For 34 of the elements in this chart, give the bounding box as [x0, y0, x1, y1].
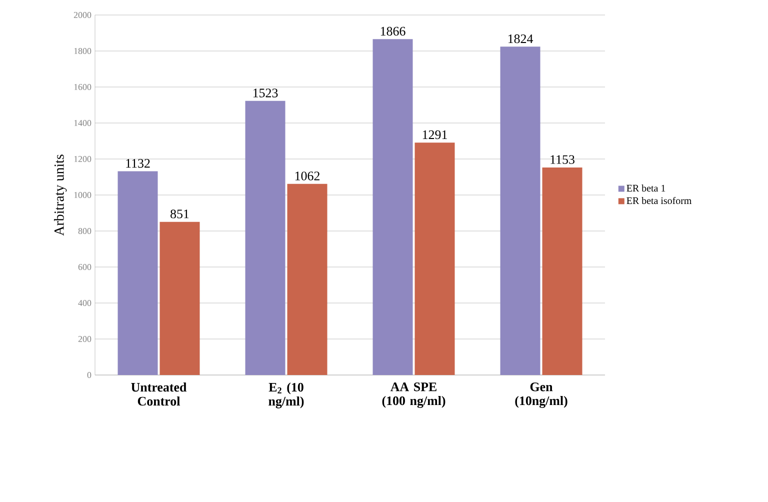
y-axis-title: Arbitraty units [54, 154, 67, 236]
bar [542, 167, 582, 375]
y-tick-label: 1400 [74, 120, 92, 126]
x-tick-label: AA SPE (100 ng/ml) [382, 382, 446, 408]
data-label: 1153 [550, 155, 574, 164]
y-tick-label: 2000 [74, 12, 92, 18]
data-label: 1523 [253, 88, 278, 98]
y-tick-label: 1200 [74, 156, 92, 162]
x-tick-label: Gen (10ng/ml) [515, 382, 568, 408]
legend-label: ER beta 1 [626, 184, 666, 192]
data-label: 1062 [295, 172, 320, 180]
bar [500, 46, 540, 375]
data-label: 1291 [422, 130, 447, 140]
y-tick-label: 1000 [74, 192, 92, 198]
bar [118, 171, 158, 375]
y-tick-label: 200 [78, 336, 92, 342]
y-tick-label: 1600 [74, 84, 92, 90]
x-tick-label: Untreated Control [131, 382, 187, 406]
bar [245, 100, 286, 375]
data-label: 851 [170, 210, 189, 218]
data-label: 1132 [126, 159, 150, 168]
data-label: 1866 [380, 26, 406, 36]
bar [287, 184, 328, 375]
y-tick-label: 0 [87, 372, 92, 378]
x-tick-label: E$_{2}$ (10 ng/ml) [268, 382, 304, 408]
bar [372, 39, 413, 375]
bar [160, 222, 200, 375]
y-tick-label: 1800 [74, 48, 92, 54]
y-tick-label: 800 [78, 228, 92, 234]
legend-label: ER beta isoform [626, 196, 692, 204]
bar [414, 142, 455, 375]
data-label: 1824 [508, 34, 534, 44]
y-tick-label: 400 [78, 300, 92, 306]
y-tick-label: 600 [78, 264, 92, 270]
